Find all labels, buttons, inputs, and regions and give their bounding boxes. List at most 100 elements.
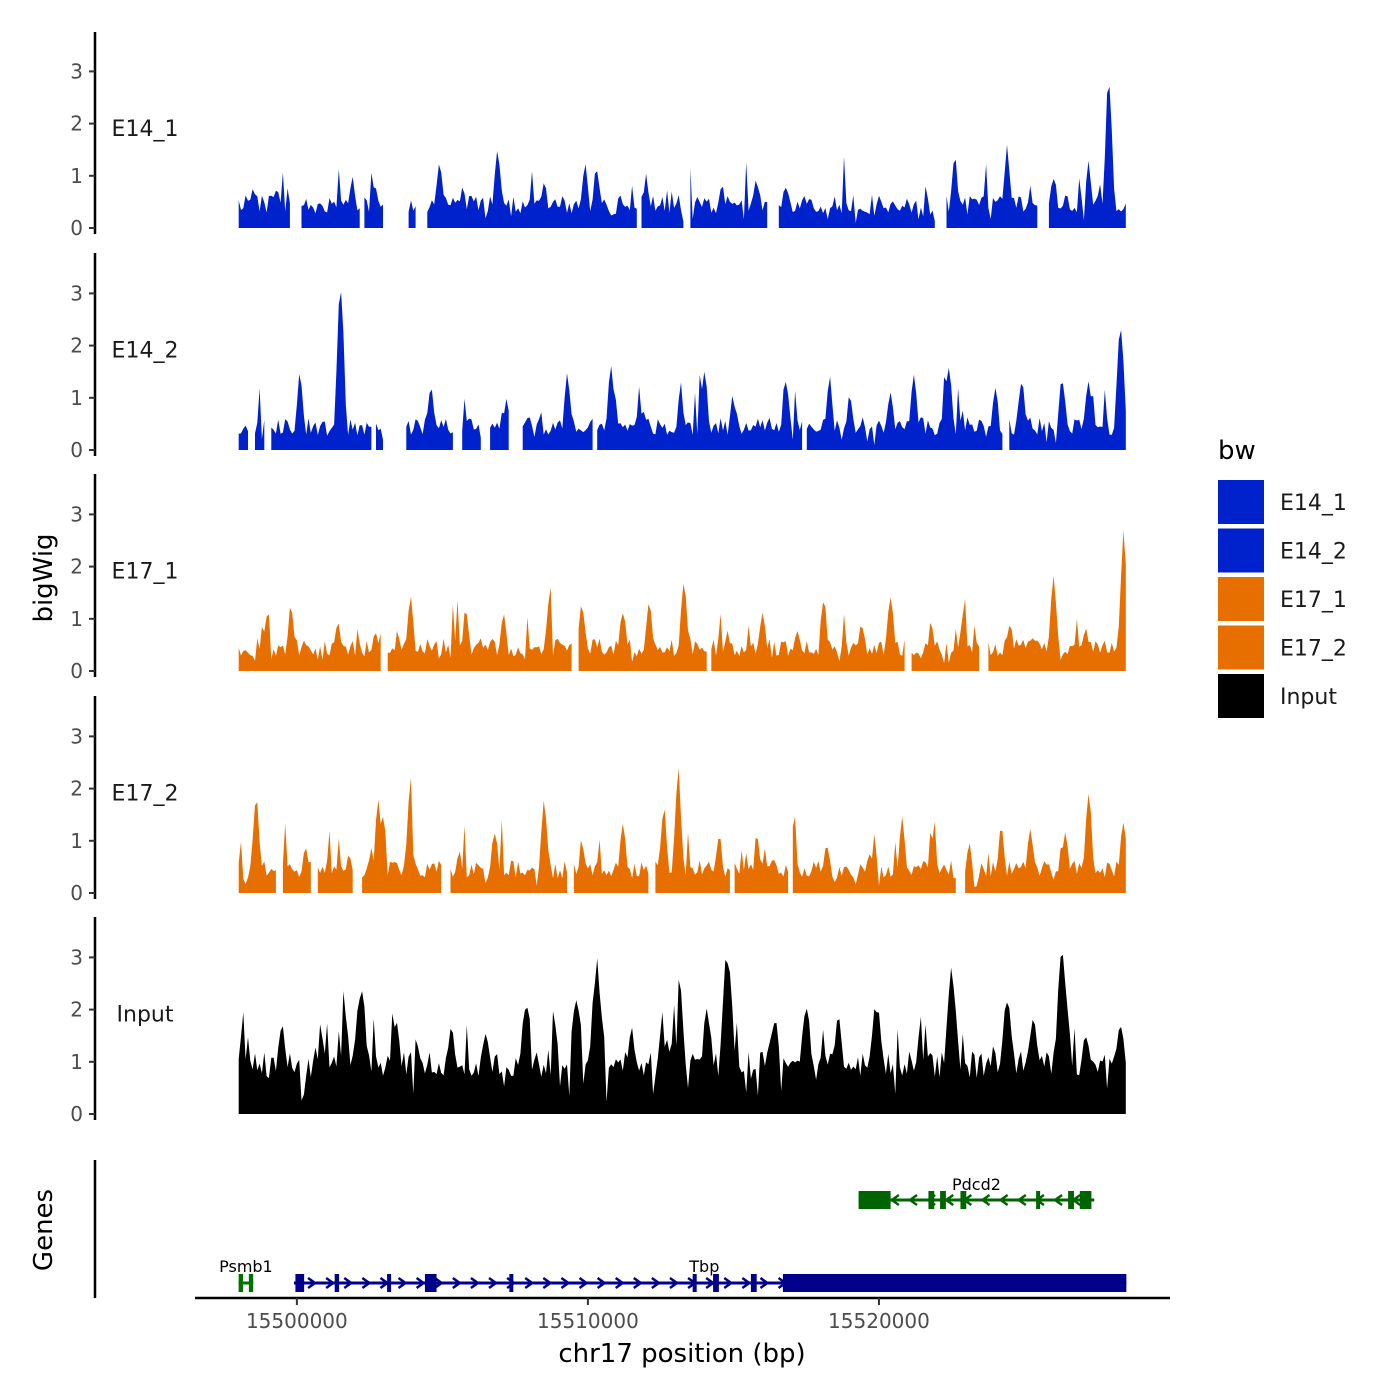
strand-arrow <box>415 1276 426 1290</box>
strand-arrow <box>397 1276 408 1290</box>
strand-arrow <box>633 1276 643 1290</box>
gene-exon <box>858 1191 891 1209</box>
legend-swatch-E17_1 <box>1218 577 1264 621</box>
gene-exon <box>692 1274 697 1292</box>
strand-arrow <box>907 1193 918 1207</box>
y-tick-label: 3 <box>70 281 83 305</box>
y-tick-label: 0 <box>70 659 83 683</box>
legend-label-E17_1: E17_1 <box>1280 588 1347 613</box>
track-label-E17_2: E17_2 <box>112 781 179 806</box>
strand-arrow <box>343 1276 354 1290</box>
strand-arrow <box>307 1276 318 1290</box>
legend-swatch-E14_2 <box>1218 528 1264 573</box>
gene-exon <box>334 1274 340 1292</box>
strand-arrow <box>723 1276 734 1290</box>
coverage-area-Input <box>238 954 1126 1114</box>
strand-arrow <box>488 1276 499 1290</box>
track-label-E14_1: E14_1 <box>112 117 179 142</box>
strand-arrow <box>980 1193 991 1207</box>
track-panel-E17_2: 0 1 2 3 E17_2 <box>70 696 1126 905</box>
coverage-tracks: 0 1 2 3 E14_1 0 1 2 3 E14_2 0 1 2 3 E17_1 0 1 2 3 E17_2 0 1 2 3… <box>70 32 1126 1126</box>
legend-label-E17_2: E17_2 <box>1280 637 1347 662</box>
strand-arrow <box>325 1276 336 1290</box>
strand-arrow <box>560 1276 571 1290</box>
strand-arrow <box>433 1276 444 1290</box>
y-tick-label: 0 <box>70 881 83 905</box>
y-tick-label: 3 <box>70 502 83 526</box>
strand-arrow <box>889 1193 900 1207</box>
gene-exon <box>295 1274 305 1292</box>
y-tick-label: 2 <box>70 334 83 358</box>
y-axis-title-genes: Genes <box>29 1189 59 1271</box>
y-tick-label: 0 <box>70 438 83 462</box>
gene-Tbp: Tbp <box>293 1257 1127 1292</box>
strand-arrow <box>669 1276 680 1290</box>
gene-exon <box>1068 1191 1074 1209</box>
track-panel-E14_1: 0 1 2 3 E14_1 <box>70 32 1126 240</box>
coverage-area-E14_1 <box>238 86 1126 228</box>
y-tick-label: 1 <box>70 1050 83 1074</box>
y-tick-label: 2 <box>70 777 83 801</box>
strand-arrow <box>1016 1193 1027 1207</box>
y-tick-label: 2 <box>70 112 83 136</box>
y-tick-label: 1 <box>70 164 83 188</box>
strand-arrow <box>651 1276 662 1290</box>
gene-exon <box>940 1191 946 1209</box>
gene-exon <box>238 1274 244 1292</box>
legend-label-E14_2: E14_2 <box>1280 540 1347 565</box>
gene-label-Tbp: Tbp <box>688 1257 719 1276</box>
strand-arrow <box>524 1276 535 1290</box>
track-panel-Input: 0 1 2 3 Input <box>70 917 1126 1126</box>
legend-label-E14_1: E14_1 <box>1280 491 1347 516</box>
gene-exon <box>387 1274 392 1292</box>
track-label-E17_1: E17_1 <box>112 559 179 584</box>
gene-exon <box>782 1274 1127 1292</box>
coverage-area-E17_2 <box>238 768 1126 893</box>
track-panel-E17_1: 0 1 2 3 E17_1 <box>70 474 1126 683</box>
strand-arrow <box>1052 1193 1063 1207</box>
gene-track: Psmb1 Tbp Pdcd2 <box>93 1160 1127 1298</box>
track-panel-E14_2: 0 1 2 3 E14_2 <box>70 253 1126 462</box>
x-tick-label: 15500000 <box>246 1309 348 1333</box>
track-label-E14_2: E14_2 <box>112 338 179 363</box>
y-tick-label: 1 <box>70 386 83 410</box>
gene-exon <box>750 1274 757 1292</box>
legend-title: bw <box>1218 436 1256 466</box>
gene-label-Psmb1: Psmb1 <box>219 1257 273 1276</box>
gene-exon <box>424 1274 437 1292</box>
legend-swatch-E14_1 <box>1218 480 1264 524</box>
x-tick-label: 15520000 <box>828 1309 930 1333</box>
strand-arrow <box>759 1276 770 1290</box>
gene-exon <box>1079 1191 1092 1209</box>
y-tick-label: 1 <box>70 607 83 631</box>
gene-exon <box>960 1191 967 1209</box>
strand-arrow <box>944 1193 954 1207</box>
coverage-area-E17_1 <box>238 530 1126 671</box>
y-tick-label: 0 <box>70 216 83 240</box>
strand-arrow <box>470 1276 481 1290</box>
y-tick-label: 2 <box>70 555 83 579</box>
coverage-area-E14_2 <box>238 292 1126 450</box>
strand-arrow <box>361 1276 372 1290</box>
gene-exon <box>713 1274 719 1292</box>
gene-exon <box>248 1274 254 1292</box>
legend: bw E14_1 E14_2 E17_1 E17_2 Input <box>1218 436 1347 718</box>
strand-arrow <box>741 1276 752 1290</box>
y-tick-label: 2 <box>70 998 83 1022</box>
gene-Psmb1: Psmb1 <box>219 1257 273 1292</box>
x-tick-label: 15510000 <box>537 1309 639 1333</box>
strand-arrow <box>452 1276 462 1290</box>
y-tick-label: 0 <box>70 1102 83 1126</box>
strand-arrow <box>578 1276 589 1290</box>
y-tick-label: 1 <box>70 829 83 853</box>
gene-exon <box>928 1191 935 1209</box>
legend-swatch-E17_2 <box>1218 625 1264 670</box>
gene-Pdcd2: Pdcd2 <box>858 1175 1095 1209</box>
y-tick-label: 3 <box>70 724 83 748</box>
strand-arrow <box>998 1193 1009 1207</box>
y-tick-label: 3 <box>70 59 83 83</box>
gene-label-Pdcd2: Pdcd2 <box>952 1175 1001 1194</box>
legend-swatch-Input <box>1218 674 1264 718</box>
x-axis-title: chr17 position (bp) <box>558 1339 805 1369</box>
